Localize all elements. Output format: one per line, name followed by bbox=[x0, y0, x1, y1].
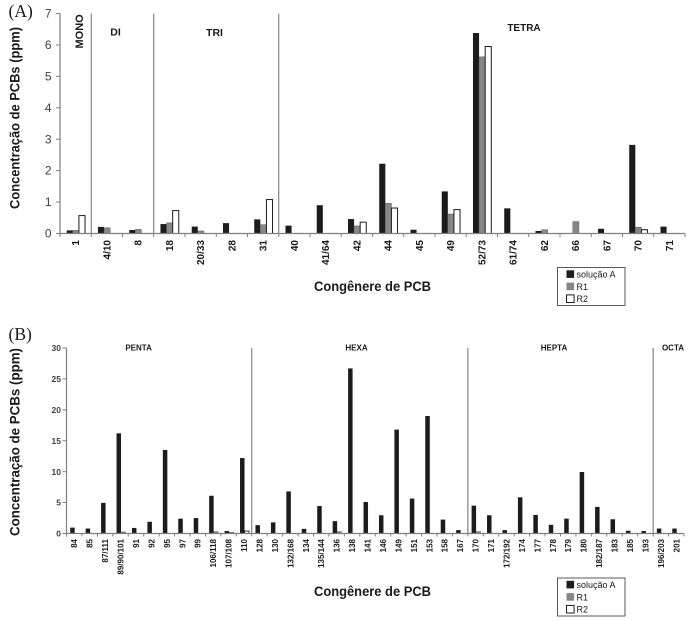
svg-text:136: 136 bbox=[333, 538, 342, 552]
svg-text:2: 2 bbox=[45, 164, 52, 178]
svg-text:45: 45 bbox=[415, 240, 426, 252]
svg-text:TETRA: TETRA bbox=[507, 23, 540, 34]
svg-text:62: 62 bbox=[540, 240, 551, 252]
svg-text:7: 7 bbox=[45, 7, 52, 21]
svg-text:107/108: 107/108 bbox=[225, 538, 234, 567]
svg-text:87/111: 87/111 bbox=[101, 538, 110, 562]
svg-text:4/10: 4/10 bbox=[102, 240, 113, 260]
svg-text:193: 193 bbox=[641, 538, 650, 552]
svg-text:180: 180 bbox=[580, 538, 589, 552]
svg-text:153: 153 bbox=[425, 538, 434, 552]
svg-text:30: 30 bbox=[52, 343, 62, 353]
svg-text:Congênere de PCB: Congênere de PCB bbox=[314, 279, 431, 294]
svg-text:5: 5 bbox=[56, 498, 61, 508]
svg-text:67: 67 bbox=[602, 240, 613, 252]
svg-text:solução A: solução A bbox=[577, 270, 616, 280]
svg-text:31: 31 bbox=[259, 240, 270, 252]
svg-text:170: 170 bbox=[472, 538, 481, 552]
svg-text:132/168: 132/168 bbox=[286, 538, 295, 567]
svg-text:128: 128 bbox=[255, 538, 264, 552]
svg-text:201: 201 bbox=[672, 538, 681, 552]
svg-text:1: 1 bbox=[45, 195, 52, 209]
svg-text:OCTA: OCTA bbox=[662, 344, 684, 353]
svg-text:146: 146 bbox=[379, 538, 388, 552]
svg-text:R2: R2 bbox=[577, 294, 589, 304]
svg-text:DI: DI bbox=[110, 27, 121, 39]
svg-text:174: 174 bbox=[518, 538, 527, 552]
svg-text:10: 10 bbox=[52, 467, 62, 477]
svg-text:R1: R1 bbox=[577, 592, 589, 602]
svg-text:130: 130 bbox=[271, 538, 280, 552]
svg-text:MONO: MONO bbox=[74, 14, 86, 49]
svg-text:171: 171 bbox=[487, 538, 496, 552]
svg-text:4: 4 bbox=[45, 101, 52, 115]
svg-text:138: 138 bbox=[348, 538, 357, 552]
svg-text:134: 134 bbox=[302, 538, 311, 552]
svg-text:PENTA: PENTA bbox=[125, 344, 152, 353]
svg-text:20/33: 20/33 bbox=[196, 240, 207, 265]
svg-text:99: 99 bbox=[194, 538, 203, 547]
svg-text:(B): (B) bbox=[9, 324, 33, 344]
svg-text:178: 178 bbox=[549, 538, 558, 552]
svg-text:182/187: 182/187 bbox=[595, 538, 604, 567]
svg-text:92: 92 bbox=[147, 538, 156, 547]
svg-text:Concentração de PCBs (ppm): Concentração de PCBs (ppm) bbox=[8, 27, 23, 209]
svg-text:95: 95 bbox=[163, 538, 172, 547]
svg-text:149: 149 bbox=[394, 538, 403, 552]
svg-text:Concentração de PCBs (ppm): Concentração de PCBs (ppm) bbox=[8, 348, 23, 536]
svg-text:172/192: 172/192 bbox=[502, 538, 511, 567]
svg-text:61/74: 61/74 bbox=[509, 240, 520, 265]
svg-text:40: 40 bbox=[290, 240, 301, 252]
svg-text:HEXA: HEXA bbox=[345, 344, 367, 353]
svg-text:3: 3 bbox=[45, 132, 52, 146]
svg-text:84: 84 bbox=[70, 538, 79, 547]
svg-text:6: 6 bbox=[45, 38, 52, 52]
svg-text:42: 42 bbox=[352, 240, 363, 252]
svg-text:0: 0 bbox=[45, 227, 52, 241]
svg-text:89/90/101: 89/90/101 bbox=[117, 538, 126, 574]
svg-text:Congênere de PCB: Congênere de PCB bbox=[314, 584, 431, 599]
svg-text:49: 49 bbox=[446, 240, 457, 252]
svg-text:1: 1 bbox=[71, 240, 82, 246]
svg-text:25: 25 bbox=[52, 374, 62, 384]
svg-text:179: 179 bbox=[564, 538, 573, 552]
svg-text:18: 18 bbox=[165, 240, 176, 252]
svg-text:110: 110 bbox=[240, 538, 249, 551]
svg-text:183: 183 bbox=[611, 538, 620, 552]
svg-text:135/144: 135/144 bbox=[317, 538, 326, 567]
svg-text:177: 177 bbox=[533, 538, 542, 552]
svg-text:(A): (A) bbox=[9, 1, 33, 21]
svg-text:52/73: 52/73 bbox=[477, 240, 488, 265]
svg-text:44: 44 bbox=[384, 240, 395, 252]
svg-text:141: 141 bbox=[364, 538, 373, 552]
svg-text:106/118: 106/118 bbox=[209, 538, 218, 567]
svg-text:8: 8 bbox=[134, 240, 145, 246]
svg-text:97: 97 bbox=[178, 538, 187, 547]
svg-text:HEPTA: HEPTA bbox=[541, 344, 568, 353]
svg-text:TRI: TRI bbox=[206, 27, 223, 39]
svg-text:5: 5 bbox=[45, 69, 52, 83]
svg-text:85: 85 bbox=[86, 538, 95, 547]
svg-text:185: 185 bbox=[626, 538, 635, 552]
svg-text:71: 71 bbox=[665, 240, 676, 252]
svg-text:0: 0 bbox=[56, 529, 61, 539]
svg-text:R1: R1 bbox=[577, 282, 589, 292]
svg-text:167: 167 bbox=[456, 538, 465, 552]
svg-text:158: 158 bbox=[441, 538, 450, 552]
svg-text:196/203: 196/203 bbox=[657, 538, 666, 567]
svg-text:66: 66 bbox=[571, 240, 582, 252]
svg-text:20: 20 bbox=[52, 405, 62, 415]
svg-text:70: 70 bbox=[634, 240, 645, 252]
svg-text:15: 15 bbox=[52, 436, 62, 446]
svg-text:41/64: 41/64 bbox=[321, 240, 332, 265]
svg-text:28: 28 bbox=[227, 240, 238, 252]
svg-text:solução A: solução A bbox=[577, 580, 616, 590]
svg-text:151: 151 bbox=[410, 538, 419, 552]
svg-text:91: 91 bbox=[132, 538, 141, 547]
svg-text:R2: R2 bbox=[577, 605, 589, 615]
